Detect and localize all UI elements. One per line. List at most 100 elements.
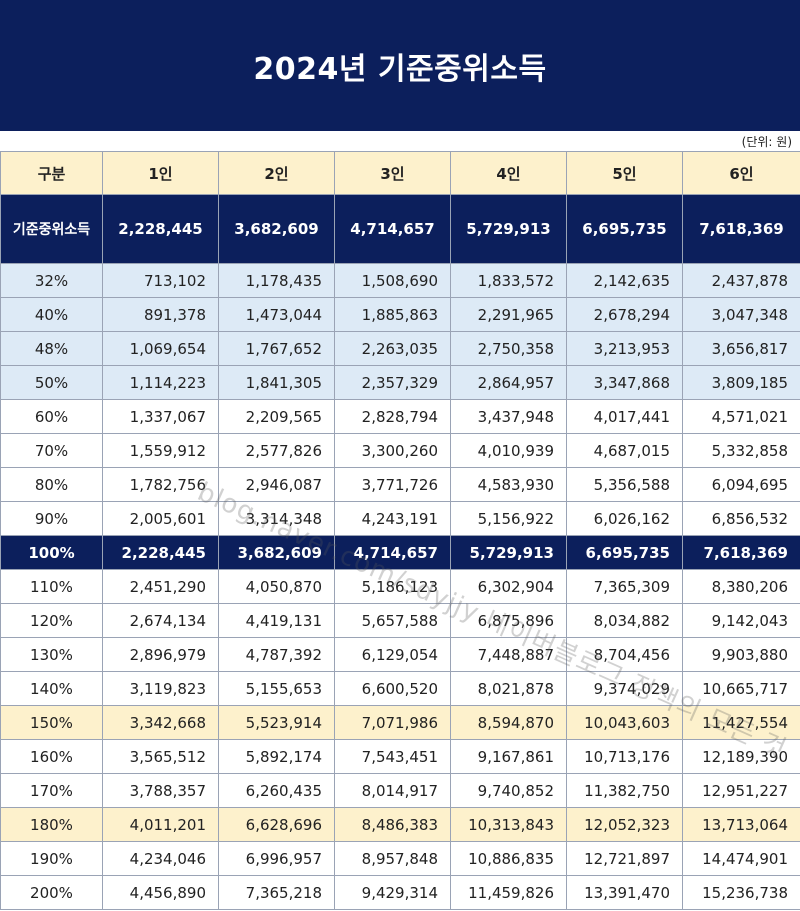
row-percent-label: 150% — [0, 705, 103, 740]
income-cell: 2,005,601 — [102, 501, 219, 536]
row-percent-label: 200% — [0, 875, 103, 910]
income-cell: 11,459,826 — [450, 875, 567, 910]
row-percent-label: 40% — [0, 297, 103, 332]
income-cell: 2,896,979 — [102, 637, 219, 672]
income-cell: 891,378 — [102, 297, 219, 332]
income-cell: 3,300,260 — [334, 433, 451, 468]
row-percent-label: 50% — [0, 365, 103, 400]
table-row: 190% 4,234,046 6,996,957 8,957,848 10,886,83… — [0, 841, 800, 876]
income-cell: 4,017,441 — [566, 399, 683, 434]
median-value: 3,682,609 — [218, 194, 335, 264]
header-1-person: 1인 — [102, 151, 219, 195]
income-cell: 10,713,176 — [566, 739, 683, 774]
income-cell: 4,571,021 — [682, 399, 800, 434]
row-percent-label: 130% — [0, 637, 103, 672]
income-cell: 12,951,227 — [682, 773, 800, 808]
income-cell: 3,656,817 — [682, 331, 800, 366]
income-cell: 6,094,695 — [682, 467, 800, 502]
income-cell: 15,236,738 — [682, 875, 800, 910]
income-cell: 5,332,858 — [682, 433, 800, 468]
income-cell: 3,565,512 — [102, 739, 219, 774]
table-row: 48% 1,069,654 1,767,652 2,263,035 2,750,358 3… — [0, 331, 800, 366]
income-cell: 8,380,206 — [682, 569, 800, 604]
income-cell: 2,864,957 — [450, 365, 567, 400]
income-cell: 3,213,953 — [566, 331, 683, 366]
income-cell: 3,682,609 — [218, 535, 335, 570]
income-cell: 2,437,878 — [682, 263, 800, 298]
income-cell: 3,771,726 — [334, 467, 451, 502]
income-cell: 2,291,965 — [450, 297, 567, 332]
income-cell: 2,209,565 — [218, 399, 335, 434]
income-cell: 3,342,668 — [102, 705, 219, 740]
income-cell: 1,069,654 — [102, 331, 219, 366]
income-cell: 6,856,532 — [682, 501, 800, 536]
table-row: 180% 4,011,201 6,628,696 8,486,383 10,313,84… — [0, 807, 800, 842]
income-cell: 10,313,843 — [450, 807, 567, 842]
median-value: 7,618,369 — [682, 194, 800, 264]
table-row: 130% 2,896,979 4,787,392 6,129,054 7,448,887… — [0, 637, 800, 672]
income-cell: 6,695,735 — [566, 535, 683, 570]
row-percent-label: 32% — [0, 263, 103, 298]
income-cell: 2,451,290 — [102, 569, 219, 604]
income-cell: 7,448,887 — [450, 637, 567, 672]
header-3-person: 3인 — [334, 151, 451, 195]
row-percent-label: 140% — [0, 671, 103, 706]
income-cell: 8,034,882 — [566, 603, 683, 638]
median-value: 6,695,735 — [566, 194, 683, 264]
row-percent-label: 160% — [0, 739, 103, 774]
income-cell: 1,508,690 — [334, 263, 451, 298]
row-percent-label: 180% — [0, 807, 103, 842]
income-cell: 1,559,912 — [102, 433, 219, 468]
income-cell: 2,674,134 — [102, 603, 219, 638]
table-row: 140% 3,119,823 5,155,653 6,600,520 8,021,878… — [0, 671, 800, 706]
income-cell: 5,729,913 — [450, 535, 567, 570]
income-cell: 12,721,897 — [566, 841, 683, 876]
income-cell: 2,678,294 — [566, 297, 683, 332]
page-title: 2024년 기준중위소득 — [253, 51, 547, 87]
income-cell: 11,427,554 — [682, 705, 800, 740]
income-cell: 6,129,054 — [334, 637, 451, 672]
income-cell: 2,142,635 — [566, 263, 683, 298]
income-cell: 5,892,174 — [218, 739, 335, 774]
income-cell: 4,234,046 — [102, 841, 219, 876]
header-4-person: 4인 — [450, 151, 567, 195]
income-cell: 11,382,750 — [566, 773, 683, 808]
income-cell: 8,014,917 — [334, 773, 451, 808]
income-cell: 6,260,435 — [218, 773, 335, 808]
table-row: 50% 1,114,223 1,841,305 2,357,329 2,864,957 3… — [0, 365, 800, 400]
income-cell: 4,419,131 — [218, 603, 335, 638]
income-cell: 13,391,470 — [566, 875, 683, 910]
income-cell: 3,347,868 — [566, 365, 683, 400]
income-cell: 6,875,896 — [450, 603, 567, 638]
income-cell: 4,714,657 — [334, 535, 451, 570]
income-cell: 5,156,922 — [450, 501, 567, 536]
income-cell: 9,429,314 — [334, 875, 451, 910]
income-cell: 1,114,223 — [102, 365, 219, 400]
row-percent-label: 100% — [0, 535, 103, 570]
income-cell: 2,946,087 — [218, 467, 335, 502]
table-row: 120% 2,674,134 4,419,131 5,657,588 6,875,896… — [0, 603, 800, 638]
row-percent-label: 70% — [0, 433, 103, 468]
table-row: 170% 3,788,357 6,260,435 8,014,917 9,740,852… — [0, 773, 800, 808]
income-cell: 7,543,451 — [334, 739, 451, 774]
income-cell: 9,167,861 — [450, 739, 567, 774]
income-cell: 4,243,191 — [334, 501, 451, 536]
income-cell: 6,302,904 — [450, 569, 567, 604]
table-row: 80% 1,782,756 2,946,087 3,771,726 4,583,930 5… — [0, 467, 800, 502]
row-percent-label: 60% — [0, 399, 103, 434]
income-cell: 2,750,358 — [450, 331, 567, 366]
income-cell: 5,657,588 — [334, 603, 451, 638]
income-cell: 4,583,930 — [450, 467, 567, 502]
income-cell: 3,119,823 — [102, 671, 219, 706]
income-cell: 1,782,756 — [102, 467, 219, 502]
income-cell: 8,486,383 — [334, 807, 451, 842]
income-cell: 8,021,878 — [450, 671, 567, 706]
income-cell: 7,365,218 — [218, 875, 335, 910]
income-cell: 2,263,035 — [334, 331, 451, 366]
header-2-person: 2인 — [218, 151, 335, 195]
table-row: 60% 1,337,067 2,209,565 2,828,794 3,437,948 4… — [0, 399, 800, 434]
income-cell: 9,740,852 — [450, 773, 567, 808]
row-percent-label: 120% — [0, 603, 103, 638]
income-cell: 5,186,123 — [334, 569, 451, 604]
title-banner: 2024년 기준중위소득 — [0, 0, 800, 131]
